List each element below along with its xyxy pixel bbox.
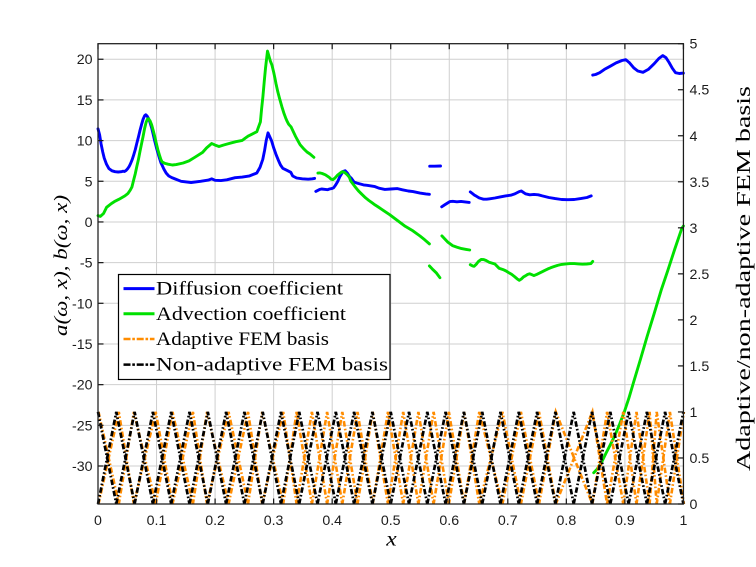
svg-text:0.5: 0.5 [381, 513, 401, 529]
svg-text:15: 15 [77, 93, 93, 109]
svg-text:2: 2 [690, 313, 698, 329]
svg-text:10: 10 [77, 134, 93, 150]
svg-text:0.1: 0.1 [147, 513, 167, 529]
svg-text:Non-adaptive FEM basis: Non-adaptive FEM basis [156, 355, 388, 376]
svg-text:5: 5 [690, 37, 698, 53]
svg-text:0.2: 0.2 [205, 513, 225, 529]
svg-text:-5: -5 [80, 256, 93, 272]
svg-text:0.8: 0.8 [557, 513, 577, 529]
svg-text:Diffusion coefficient: Diffusion coefficient [156, 279, 344, 300]
svg-text:x: x [385, 529, 397, 551]
svg-text:-15: -15 [72, 337, 93, 353]
svg-text:0.7: 0.7 [498, 513, 518, 529]
svg-text:-10: -10 [72, 296, 93, 312]
svg-text:-20: -20 [72, 378, 93, 394]
svg-text:2.5: 2.5 [690, 267, 710, 283]
svg-text:Adaptive/non-adaptive FEM basi: Adaptive/non-adaptive FEM basis [734, 86, 755, 471]
svg-text:20: 20 [77, 52, 93, 68]
svg-text:3: 3 [690, 221, 698, 237]
svg-text:Advection coefficient: Advection coefficient [156, 304, 347, 325]
svg-text:3.5: 3.5 [690, 175, 710, 191]
svg-text:0.3: 0.3 [264, 513, 284, 529]
svg-text:0: 0 [85, 215, 93, 231]
svg-text:-25: -25 [72, 418, 93, 434]
svg-text:1: 1 [679, 513, 687, 529]
svg-text:1: 1 [690, 405, 698, 421]
svg-text:Adaptive FEM basis: Adaptive FEM basis [156, 329, 329, 350]
svg-text:4.5: 4.5 [690, 83, 710, 99]
svg-text:0: 0 [690, 497, 698, 513]
svg-text:1.5: 1.5 [690, 359, 710, 375]
svg-text:0.4: 0.4 [322, 513, 342, 529]
svg-text:5: 5 [85, 174, 93, 190]
svg-text:0.9: 0.9 [615, 513, 635, 529]
svg-text:0.5: 0.5 [690, 451, 710, 467]
svg-text:0.6: 0.6 [439, 513, 459, 529]
svg-text:0: 0 [94, 513, 102, 529]
svg-text:4: 4 [690, 129, 698, 145]
svg-text:-30: -30 [72, 459, 93, 475]
svg-text:a(ω, x), b(ω, x): a(ω, x), b(ω, x) [51, 195, 72, 336]
